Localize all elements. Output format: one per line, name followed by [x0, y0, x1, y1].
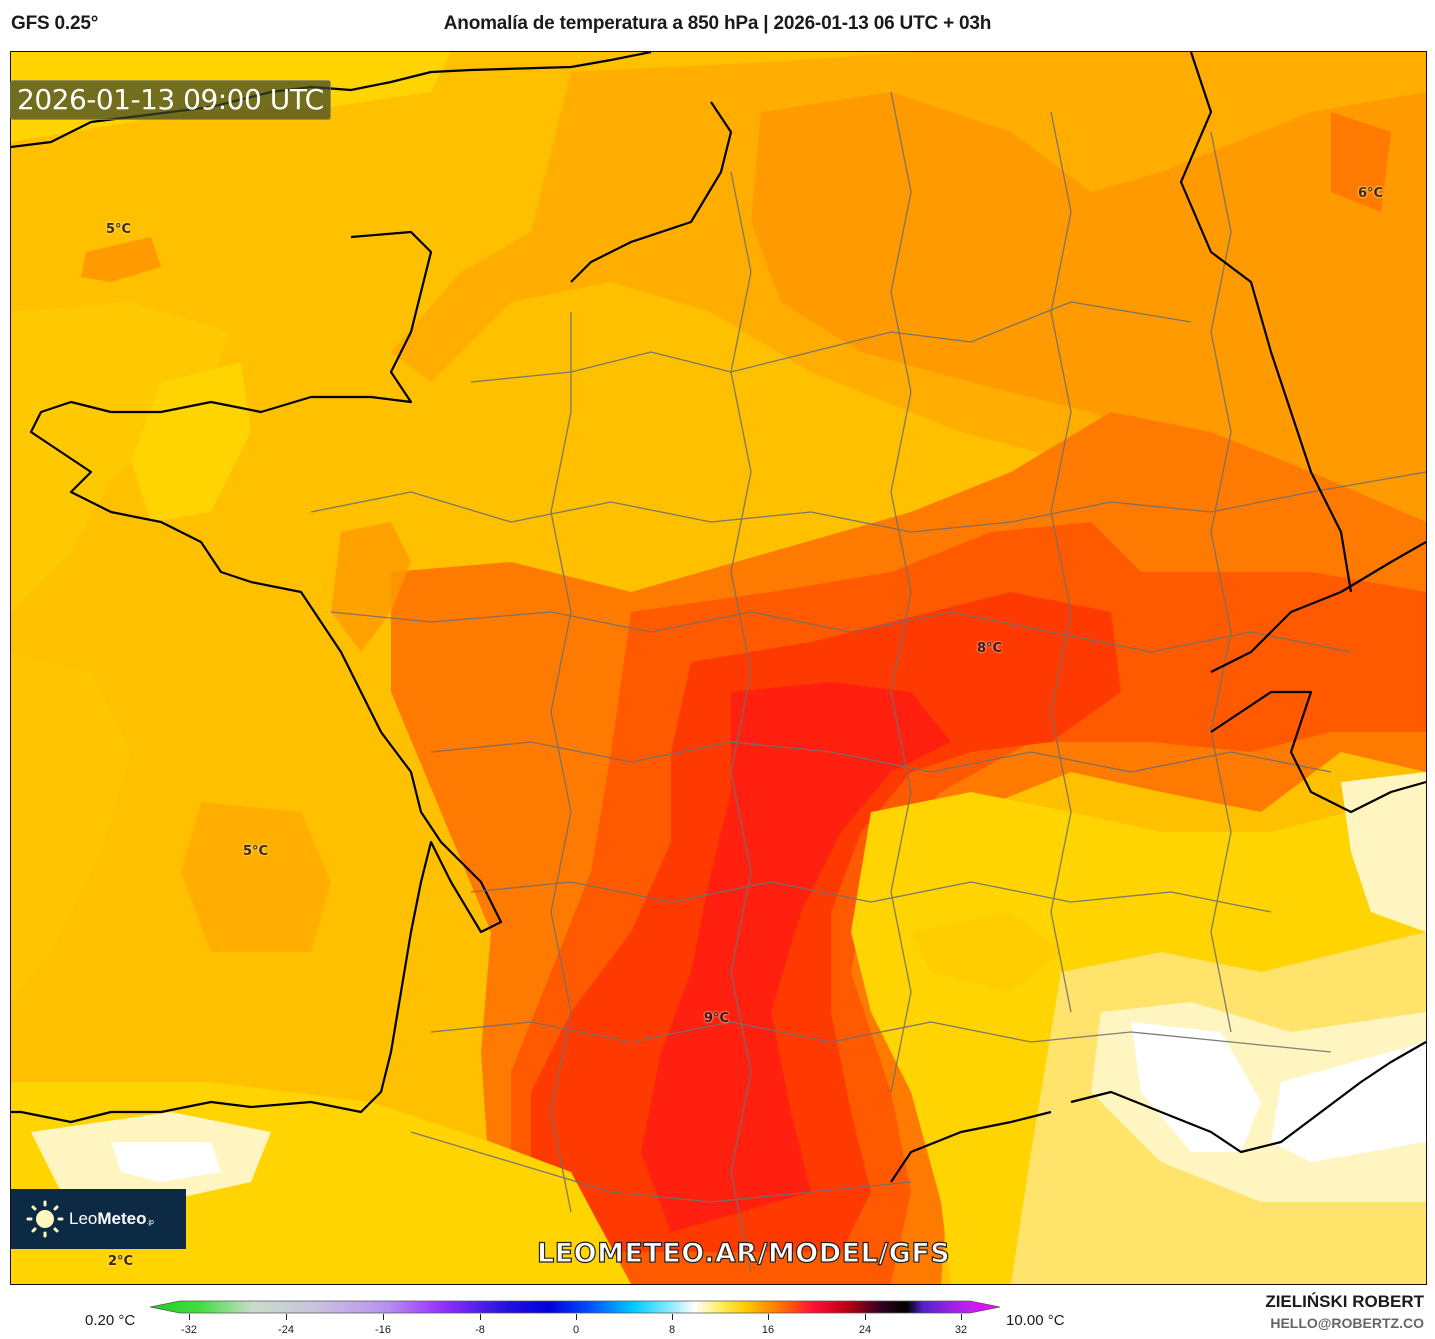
watermark-url: LEOMETEO.AR/MODEL/GFS	[536, 1237, 951, 1269]
tick-label: -8	[475, 1324, 485, 1336]
temp-label-6c-northeast: 6°C	[1358, 186, 1384, 201]
map-title: Anomalía de temperatura a 850 hPa | 2026…	[443, 13, 992, 34]
leometeo-logo[interactable]: LeoMeteo.jp	[11, 1189, 186, 1249]
logo-bold: Meteo	[97, 1209, 147, 1228]
tick-label: -32	[181, 1324, 197, 1336]
colorbar	[150, 1300, 1000, 1314]
author-email[interactable]: HELLO@ROBERTZ.CO	[1270, 1315, 1424, 1331]
colorbar-ticks: -32 -24 -16 -8 0 8 16 24 32	[150, 1314, 1000, 1339]
tick-label: 24	[858, 1324, 872, 1336]
model-label: GFS 0.25°	[11, 13, 99, 34]
tick-label: -24	[278, 1324, 294, 1336]
author-name: ZIELIŃSKI ROBERT	[1265, 1292, 1424, 1311]
logo-prefix: Leo	[69, 1209, 98, 1228]
logo-wordmark: LeoMeteo.jp	[69, 1209, 154, 1229]
logo-suffix: .jp	[146, 1219, 154, 1226]
temp-label-9c-south: 9°C	[704, 1011, 730, 1026]
sun-icon	[26, 1200, 64, 1238]
colorbar-min-label: 0.20 °C	[85, 1312, 136, 1329]
tick-label: -16	[375, 1324, 391, 1336]
temperature-anomaly-map[interactable]: 5°C 6°C 8°C 5°C 9°C 2°C	[10, 51, 1427, 1285]
tick-label: 8	[668, 1324, 676, 1336]
valid-time-badge: 2026-01-13 09:00 UTC	[10, 80, 331, 120]
temp-label-5c-biscay: 5°C	[243, 844, 269, 859]
tick-label: 32	[954, 1324, 968, 1336]
temp-label-5c-channel: 5°C	[106, 222, 132, 237]
contour-layer	[11, 52, 1426, 1284]
temp-label-2c-pyrenees: 2°C	[108, 1254, 134, 1269]
colorbar-max-label: 10.00 °C	[1006, 1312, 1065, 1329]
tick-label: 0	[572, 1324, 580, 1336]
tick-label: 16	[761, 1324, 775, 1336]
temp-label-8c-east: 8°C	[977, 641, 1003, 656]
